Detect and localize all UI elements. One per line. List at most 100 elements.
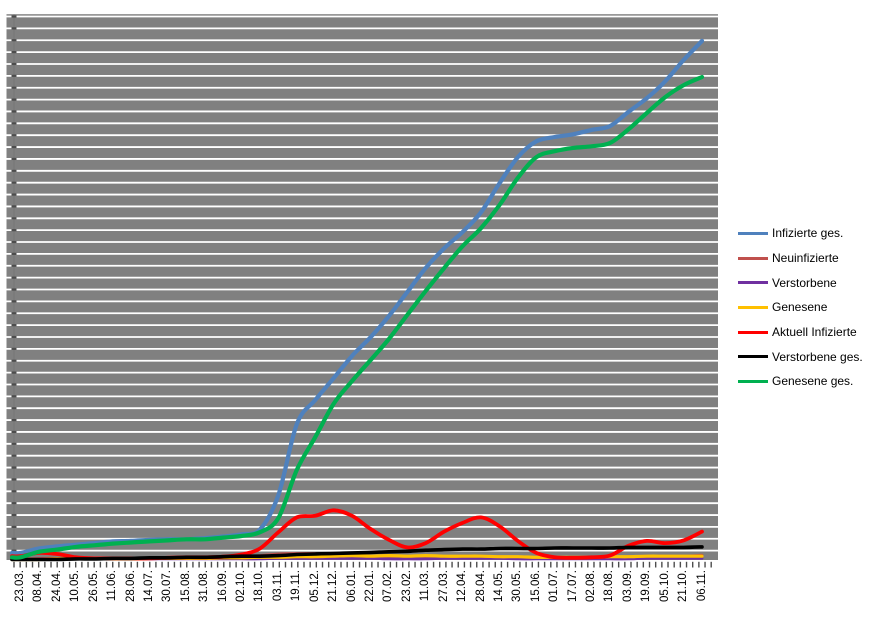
y-tick	[11, 513, 17, 517]
y-tick	[11, 15, 17, 18]
x-axis-label: 16.09.	[216, 570, 229, 602]
y-tick	[11, 454, 17, 457]
legend-item-verstorbene[interactable]: Verstorbene	[738, 270, 863, 295]
legend-label: Genesene	[772, 300, 828, 315]
legend-item-aktuell-infizierte[interactable]: Aktuell Infizierte	[738, 320, 863, 345]
y-tick	[11, 300, 17, 303]
x-axis-label: 15.06.	[529, 570, 542, 602]
legend-swatch	[738, 256, 768, 260]
x-axis-label: 30.05.	[511, 570, 524, 602]
legend-item-genesene[interactable]: Genesene	[738, 295, 863, 320]
y-tick	[11, 74, 17, 77]
x-axis-label: 30.07.	[161, 570, 174, 602]
x-axis-label: 17.07.	[566, 570, 579, 602]
x-axis-label: 31.08.	[198, 570, 211, 602]
series-line-verstorbene-ges	[10, 545, 704, 562]
plot-background	[6, 14, 718, 560]
y-tick	[11, 359, 17, 362]
legend-label: Infizierte ges.	[772, 226, 844, 241]
x-axis-label: 14.07.	[142, 570, 155, 602]
x-axis-label: 19.09.	[640, 570, 653, 602]
y-tick	[11, 252, 17, 255]
x-axis-label: 03.11.	[271, 570, 284, 602]
y-tick	[11, 39, 17, 42]
y-tick	[11, 157, 17, 161]
x-axis-label: 18.10.	[253, 570, 266, 602]
y-tick	[11, 490, 17, 493]
y-tick	[11, 110, 17, 113]
legend-label: Aktuell Infizierte	[772, 325, 857, 340]
y-tick	[11, 371, 17, 374]
y-tick	[11, 205, 17, 208]
legend-label: Verstorbene	[772, 275, 837, 290]
legend-item-verstorbene-ges[interactable]: Verstorbene ges.	[738, 344, 863, 369]
y-tick	[11, 193, 17, 196]
x-axis-label: 28.06.	[124, 570, 137, 602]
y-tick	[11, 395, 17, 398]
x-axis-label: 07.02.	[382, 570, 395, 602]
y-tick	[11, 86, 17, 89]
legend-swatch	[738, 305, 768, 309]
legend-label: Genesene ges.	[772, 374, 854, 389]
x-axis-label: 06.11.	[695, 570, 708, 602]
y-tick	[11, 98, 17, 101]
legend-item-genesene-ges[interactable]: Genesene ges.	[738, 369, 863, 394]
x-axis-label: 19.11.	[290, 570, 303, 602]
y-tick	[11, 549, 17, 552]
legend: Infizierte ges. Neuinfizierte Verstorbene G…	[738, 221, 863, 394]
x-axis-label: 15.08.	[179, 570, 192, 602]
x-axis-label: 01.07.	[548, 570, 561, 602]
legend-swatch	[738, 355, 768, 359]
y-tick	[11, 229, 17, 232]
x-axis-label: 21.10.	[677, 570, 690, 602]
y-tick	[11, 335, 17, 339]
x-axis-label: 23.03.	[14, 570, 26, 602]
x-axis-label: 28.04.	[474, 570, 487, 602]
y-tick	[11, 407, 17, 410]
y-tick	[11, 537, 17, 540]
y-tick	[11, 478, 17, 481]
x-axis-label: 02.08.	[585, 570, 598, 602]
x-axis-label: 24.04.	[50, 570, 63, 602]
series-line-genesene-ges	[9, 74, 705, 560]
x-axis-label: 06.01.	[345, 570, 358, 602]
y-tick	[11, 51, 17, 54]
y-tick	[11, 217, 17, 220]
y-tick	[11, 324, 17, 327]
legend-swatch	[738, 330, 768, 334]
x-axis-label: 14.05.	[492, 570, 505, 602]
x-axis-label: 26.05.	[87, 570, 100, 602]
legend-swatch	[738, 379, 768, 383]
y-tick	[11, 62, 17, 66]
y-tick	[11, 27, 17, 30]
x-axis-label: 22.01.	[363, 570, 376, 602]
x-axis-label: 27.03.	[437, 570, 450, 602]
x-axis-label: 02.10.	[235, 570, 248, 602]
legend-label: Neuinfizierte	[772, 251, 839, 266]
x-axis-label: 08.04.	[32, 570, 45, 602]
x-axis-label: 05.12.	[308, 570, 321, 602]
x-axis-label: 12.04.	[456, 570, 469, 602]
x-axis-label: 18.08.	[603, 570, 616, 602]
legend-label: Verstorbene ges.	[772, 349, 863, 364]
x-axis-label: 11.03.	[419, 570, 432, 602]
legend-swatch	[738, 231, 768, 235]
legend-item-neuinfizierte[interactable]: Neuinfizierte	[738, 246, 863, 271]
y-tick	[11, 430, 17, 434]
legend-swatch	[738, 281, 768, 285]
y-tick	[11, 383, 17, 386]
y-tick	[11, 122, 17, 125]
x-axis-label: 23.02.	[400, 570, 413, 602]
legend-item-infizierte-ges[interactable]: Infizierte ges.	[738, 221, 863, 246]
y-tick	[11, 525, 17, 529]
y-tick	[11, 240, 17, 244]
x-axis-label: 10.05.	[69, 570, 82, 602]
y-tick	[11, 288, 17, 291]
y-tick	[11, 442, 17, 445]
y-tick	[11, 418, 17, 422]
y-tick	[11, 466, 17, 469]
x-axis-label: 11.06.	[106, 570, 119, 602]
y-tick	[11, 181, 17, 184]
